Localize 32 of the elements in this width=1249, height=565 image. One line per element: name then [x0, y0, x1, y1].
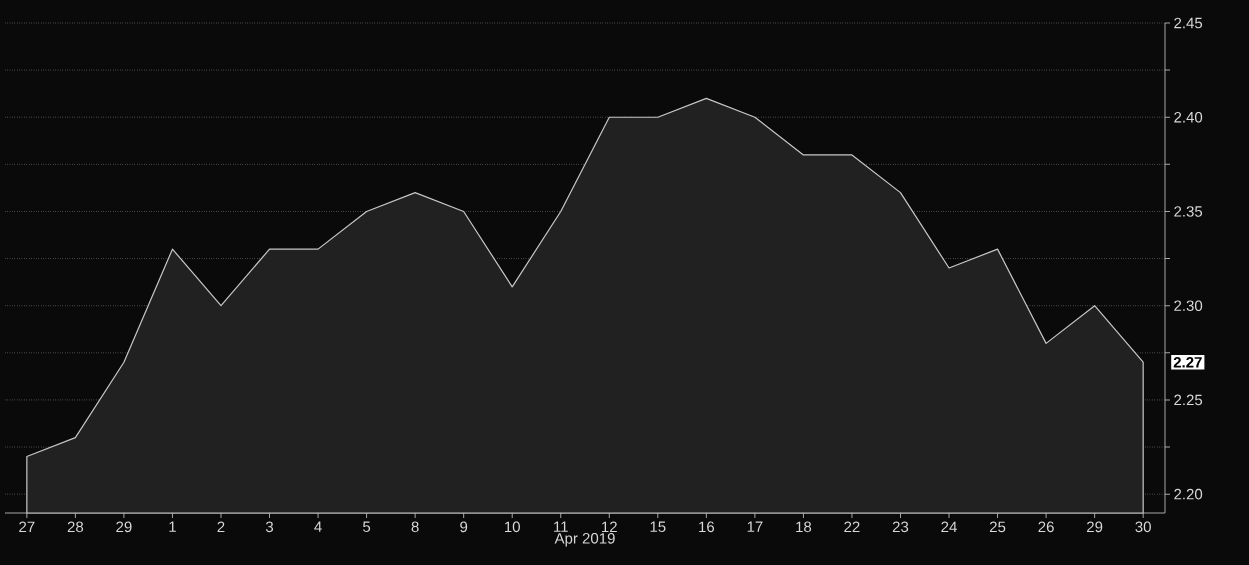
- x-tick-label: 27: [19, 521, 35, 533]
- y-tick-label: 2.45: [1174, 17, 1203, 29]
- x-tick-label: 30: [1135, 521, 1151, 533]
- x-tick-label: 10: [505, 521, 520, 533]
- x-tick-label: 16: [699, 521, 715, 533]
- y-tick-label: 2.30: [1174, 300, 1203, 311]
- x-tick-label: 4: [314, 521, 322, 532]
- x-tick-label: 26: [1038, 521, 1054, 533]
- x-axis-title: Apr 2019: [554, 533, 615, 547]
- y-tick-label: 2.35: [1174, 206, 1203, 217]
- x-tick-label: 9: [460, 521, 468, 533]
- x-tick-label: 18: [796, 521, 812, 533]
- x-tick-label: 8: [411, 521, 419, 533]
- x-tick-label: 5: [363, 521, 371, 532]
- y-tick-label: 2.25: [1174, 394, 1203, 406]
- x-tick-label: 28: [67, 521, 84, 533]
- x-tick-label: 25: [989, 521, 1006, 533]
- x-tick-label: 1: [169, 521, 176, 532]
- x-tick-label: 3: [265, 521, 274, 533]
- x-tick-label: 22: [844, 521, 860, 533]
- x-tick-label: 11: [554, 521, 568, 532]
- y-tick-label: 2.20: [1174, 488, 1203, 500]
- annotation: 2.27: [1173, 356, 1202, 368]
- x-tick-label: 23: [892, 521, 909, 533]
- x-tick-label: 2: [217, 521, 225, 533]
- x-tick-label: 24: [941, 521, 957, 533]
- x-tick-label: 29: [116, 521, 132, 533]
- x-tick-label: 17: [747, 521, 763, 532]
- x-tick-label: 12: [602, 521, 617, 533]
- x-tick-label: 29: [1087, 521, 1103, 533]
- x-tick-label: 15: [650, 521, 666, 532]
- y-tick-label: 2.40: [1174, 111, 1203, 123]
